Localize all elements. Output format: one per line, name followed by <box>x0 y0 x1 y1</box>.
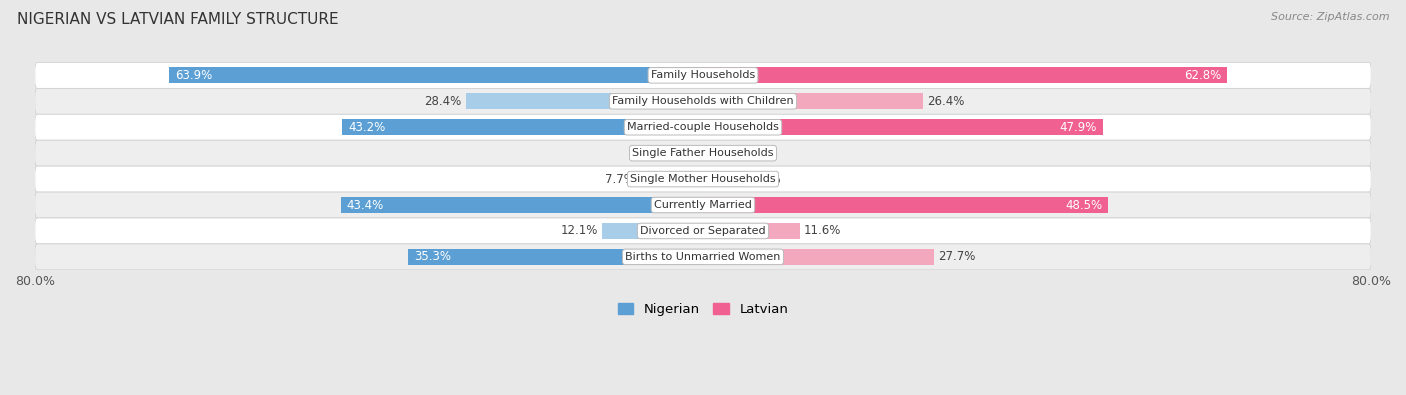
Text: Single Father Households: Single Father Households <box>633 148 773 158</box>
Bar <box>703 119 1102 135</box>
Bar <box>342 119 703 135</box>
Bar <box>170 67 703 83</box>
Text: Currently Married: Currently Married <box>654 200 752 210</box>
FancyBboxPatch shape <box>35 62 1371 88</box>
FancyBboxPatch shape <box>35 140 1371 166</box>
Text: 7.7%: 7.7% <box>605 173 634 186</box>
Legend: Nigerian, Latvian: Nigerian, Latvian <box>612 297 794 321</box>
Bar <box>703 197 1108 213</box>
Text: 12.1%: 12.1% <box>561 224 598 237</box>
Bar <box>408 249 703 265</box>
FancyBboxPatch shape <box>35 166 1371 192</box>
Bar <box>703 145 720 161</box>
Text: 28.4%: 28.4% <box>425 95 461 108</box>
Text: 27.7%: 27.7% <box>938 250 976 263</box>
Text: Births to Unmarried Women: Births to Unmarried Women <box>626 252 780 262</box>
FancyBboxPatch shape <box>35 192 1371 218</box>
Text: Single Mother Households: Single Mother Households <box>630 174 776 184</box>
Text: 43.4%: 43.4% <box>346 199 384 211</box>
FancyBboxPatch shape <box>35 88 1371 114</box>
Bar <box>703 223 800 239</box>
Text: 35.3%: 35.3% <box>415 250 451 263</box>
Text: Family Households: Family Households <box>651 70 755 80</box>
Text: 2.4%: 2.4% <box>650 147 679 160</box>
Bar <box>703 93 924 109</box>
Text: NIGERIAN VS LATVIAN FAMILY STRUCTURE: NIGERIAN VS LATVIAN FAMILY STRUCTURE <box>17 12 339 27</box>
Text: 26.4%: 26.4% <box>928 95 965 108</box>
Bar <box>638 171 703 187</box>
Text: Divorced or Separated: Divorced or Separated <box>640 226 766 236</box>
Text: 5.3%: 5.3% <box>751 173 782 186</box>
Bar <box>602 223 703 239</box>
Bar <box>465 93 703 109</box>
Bar <box>703 67 1227 83</box>
Bar <box>703 249 935 265</box>
Text: Married-couple Households: Married-couple Households <box>627 122 779 132</box>
Text: 47.9%: 47.9% <box>1060 121 1097 134</box>
Text: 62.8%: 62.8% <box>1184 69 1222 82</box>
Bar <box>340 197 703 213</box>
FancyBboxPatch shape <box>35 218 1371 244</box>
Text: 2.0%: 2.0% <box>724 147 754 160</box>
FancyBboxPatch shape <box>35 244 1371 270</box>
Bar <box>703 171 747 187</box>
Text: 48.5%: 48.5% <box>1064 199 1102 211</box>
Text: 43.2%: 43.2% <box>349 121 385 134</box>
Text: 11.6%: 11.6% <box>804 224 841 237</box>
Text: 63.9%: 63.9% <box>176 69 212 82</box>
Text: Source: ZipAtlas.com: Source: ZipAtlas.com <box>1271 12 1389 22</box>
FancyBboxPatch shape <box>35 114 1371 140</box>
Bar <box>683 145 703 161</box>
Text: Family Households with Children: Family Households with Children <box>612 96 794 106</box>
